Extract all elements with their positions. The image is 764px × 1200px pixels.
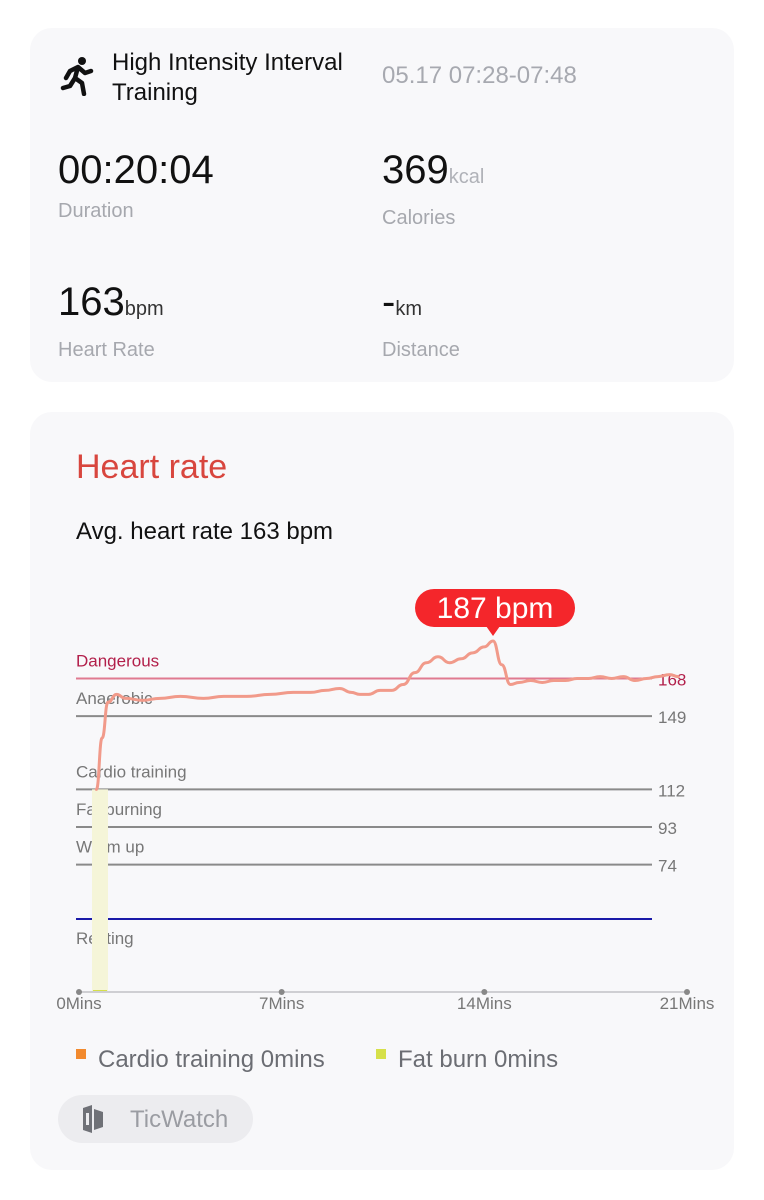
x-axis-tick-2 bbox=[481, 989, 488, 995]
avg-heart-rate: Avg. heart rate 163 bpm bbox=[76, 518, 334, 545]
duration-value: 00:20:04 bbox=[58, 148, 214, 192]
x-axis-label-1: 7Mins bbox=[259, 994, 304, 1013]
peak-bubble bbox=[415, 588, 576, 627]
workout-summary-card bbox=[30, 28, 734, 382]
zone-name-0: Dangerous bbox=[76, 652, 159, 671]
heart-rate-stat: 163bpm Heart Rate bbox=[58, 278, 164, 362]
heart-rate-card bbox=[30, 412, 734, 1170]
calories-value: 369 bbox=[382, 148, 449, 192]
zone-threshold-2: 112 bbox=[658, 781, 685, 800]
duration-label: Duration bbox=[58, 200, 134, 222]
heart-rate-unit: bpm bbox=[124, 298, 164, 320]
calories-unit: kcal bbox=[448, 166, 485, 188]
workout-title: High Intensity Interval Training bbox=[112, 49, 343, 106]
workout-time-range: 05.17 07:28-07:48 bbox=[382, 62, 577, 89]
zone-name-1: Anaerobic bbox=[76, 689, 153, 708]
x-axis-tick-1 bbox=[278, 989, 285, 995]
zone-threshold-3: 93 bbox=[658, 819, 677, 838]
calories-label: Calories bbox=[382, 207, 456, 229]
legend-swatch-cardio bbox=[76, 1049, 86, 1059]
distance-unit: km bbox=[395, 298, 422, 320]
fat-burn-band bbox=[92, 789, 108, 992]
duration-stat: 00:20:04 Duration bbox=[58, 146, 214, 223]
ticwatch-logo-icon bbox=[83, 1105, 103, 1133]
legend-cardio-training: Cardio training 0mins bbox=[98, 1046, 325, 1073]
distance-stat: -km Distance bbox=[382, 278, 460, 362]
x-axis-tick-3 bbox=[684, 989, 690, 995]
distance-label: Distance bbox=[382, 339, 460, 361]
peak-bubble-label: 187 bpm bbox=[437, 592, 554, 625]
heart-rate-title: Heart rate bbox=[76, 448, 228, 486]
x-axis-tick-0 bbox=[76, 989, 82, 995]
heart-rate-label: Heart Rate bbox=[58, 339, 155, 361]
zone-name-3: Fat burning bbox=[76, 800, 162, 819]
x-axis-label-2: 14Mins bbox=[457, 994, 512, 1013]
running-person-icon bbox=[60, 57, 94, 96]
x-axis-label-0: 0Mins bbox=[56, 994, 101, 1013]
legend-fat-burn: Fat burn 0mins bbox=[398, 1046, 559, 1073]
zone-threshold-1: 149 bbox=[658, 708, 686, 727]
heart-rate-line-0 bbox=[94, 639, 680, 791]
peak-bubble-pointer bbox=[486, 625, 501, 636]
device-brand-name: TicWatch bbox=[130, 1106, 229, 1133]
distance-value: - bbox=[382, 280, 396, 324]
zone-threshold-4: 74 bbox=[658, 857, 677, 876]
calories-stat: 369kcal Calories bbox=[382, 146, 484, 230]
x-axis-label-3: 21Mins bbox=[660, 994, 715, 1013]
zone-name-4: Warm up bbox=[76, 838, 144, 857]
heart-rate-value: 163 bbox=[58, 280, 125, 324]
zone-name-2: Cardio training bbox=[76, 762, 187, 781]
legend-swatch-fat-burn bbox=[376, 1049, 386, 1059]
